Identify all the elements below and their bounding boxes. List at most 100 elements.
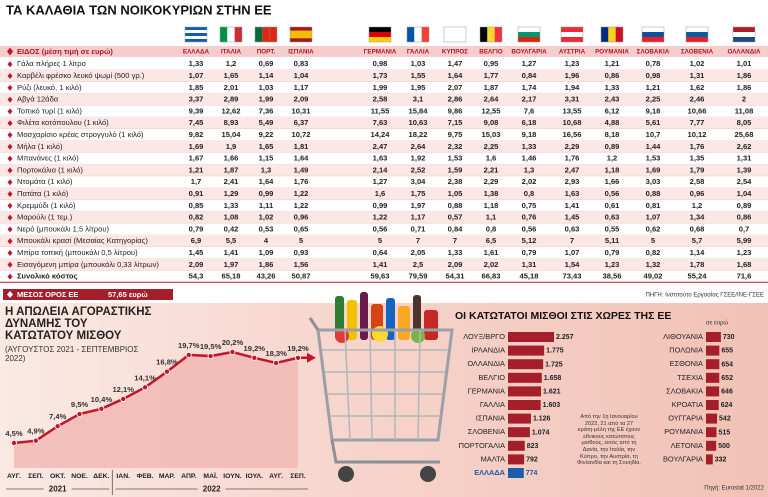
table-cell: 0,62 [646,224,661,233]
table-cell: 1,33 [224,201,239,210]
table-cell: 1,31 [737,154,753,163]
bar [706,413,718,424]
row-stripe [0,235,768,247]
bullet [7,238,13,245]
table-cell: 1,07 [189,71,204,80]
table-cell: 0,79 [522,248,537,257]
bullet [7,167,13,174]
table-cell: 50,87 [291,272,310,281]
flag-border [219,26,243,43]
table-cell: 2,43 [605,95,620,104]
x-tick-label: ΙΑΝ. [116,473,130,480]
flag-stripe [733,37,755,42]
flag-stripe [487,27,495,42]
table-cell: 1,59 [448,165,463,174]
table-cell: 0,56 [522,224,537,233]
table-cell: 1,81 [294,142,310,151]
table-cell: 1,3 [524,165,535,174]
table-cell: 1,9 [226,142,237,151]
table-cell: 1,49 [294,165,309,174]
table-cell: 66,83 [481,272,500,281]
table-cell: 54,3 [189,272,204,281]
table-cell: 5,7 [692,236,703,245]
table-cell: 2,02 [522,177,537,186]
bar-category-label: ΓΕΡΜΑΝΙΑ [468,386,505,395]
table-cell: 1,65 [224,71,240,80]
table-cell: 0,96 [294,213,309,222]
table-cell: 1,02 [690,59,705,68]
table-cell: 15,84 [408,106,428,115]
table-cell: 1,33 [448,248,463,257]
line-chart-title: Η ΑΠΩΛΕΙΑ ΑΓΟΡΑΣΤΙΚΗΣ ΔΥΝΑΜΗΣ ΤΟΥ ΚΑΤΩΤΑ… [5,306,152,342]
table-cell: 1,6 [375,189,386,198]
table-cell: 0,85 [189,201,205,210]
bar-value-label: 730 [723,334,735,341]
table-layer: ΕΙΔΟΣ (μέση τιμή σε ευρώ) ΕΛΛΑΔΑ ΙΤΑΛΙΑ ΠΟΡ… [0,26,768,300]
country-header: ΚΥΠΡΟΣ [442,48,468,55]
table-cell: 45,18 [519,272,538,281]
table-cell: 0,63 [605,213,620,222]
flag-stripe [518,27,540,32]
table-cell: 0,68 [690,224,705,233]
table-cell: 1,33 [189,59,204,68]
flag-stripe [561,37,583,42]
page-title: ΤΑ ΚΑΛΑΘΙΑ ΤΩΝ ΝΟΙΚΟΚΥΡΙΩΝ ΣΤΗΝ ΕΕ [6,2,272,17]
bullet [7,108,13,115]
item-label: Μοσχαρίσιο κρέας στρογγυλό (1 κιλό) [17,130,144,139]
item-label: Ρύζι (λευκό, 1 κιλό) [17,83,82,92]
item-label: Νερό (μπουκάλι 1,5 λίτρου) [17,224,109,233]
row-stripe [0,187,768,200]
bar-category-label: ΒΕΛΓΙΟ [478,373,505,382]
table-cell: 1,99 [373,83,388,92]
flag-stripe [494,27,502,42]
bullet [7,155,13,162]
table-cell: 5,61 [646,118,662,127]
flag-stripe [642,32,664,37]
bar-category-label: ΕΣΘΟΝΙΑ [670,359,703,368]
item-label: Τοπικό τυρί (1 κιλό) [17,106,82,115]
bar-category-label: ΟΥΓΓΑΡΙΑ [668,414,703,423]
line-point [54,423,61,430]
table-cell: 2,14 [373,165,389,174]
table-cell: 1,32 [646,260,661,269]
flag-stripe [255,27,263,42]
table-cell: 0,57 [448,213,463,222]
table-cell: 6,9 [191,236,202,245]
table-cell: 7 [570,236,574,245]
table-cell: 7 [416,236,420,245]
bar [706,332,721,342]
value-label: 4,5% [5,429,23,438]
bar [706,440,717,451]
flag-stripe [414,27,422,42]
table-cell: 11,08 [735,106,754,115]
table-cell: 1,33 [605,83,620,92]
table-cell: 1,74 [522,83,538,92]
value-label: 7,4% [49,412,67,421]
bar [706,427,717,438]
table-cell: 1,97 [411,201,426,210]
country-header: ΠΟΡΤ. [257,48,276,55]
table-cell: 1,69 [189,142,204,151]
bar-category-label: ΛΕΤΟΝΙΑ [671,441,703,450]
bar-category-label: ΓΑΛΛΙΑ [480,400,505,409]
bar-value-label: 774 [526,470,538,477]
table-cell: 7,63 [373,118,388,127]
table-cell: 1,07 [565,248,580,257]
bar-chart-subtitle: σε ευρώ [706,321,728,327]
table-cell: 0,53 [259,224,274,233]
bar-value-label: 1.775 [546,348,564,355]
table-cell: 2,58 [690,177,705,186]
table-cell: 2,05 [411,248,427,257]
table-cell: 1,95 [411,83,427,92]
flag-stripe [733,27,755,32]
bullet [7,179,13,186]
flag-stripe [518,37,540,42]
flag-stripe [185,30,207,33]
table-cell: 4 [264,236,269,245]
table-cell: 1,2 [607,154,618,163]
table-cell: 49,02 [643,272,662,281]
flag-border [732,26,756,43]
table-cell: 2,46 [690,95,705,104]
table-cell: 18,22 [408,130,427,139]
x-tick-label: ΟΚΤ. [50,473,66,480]
